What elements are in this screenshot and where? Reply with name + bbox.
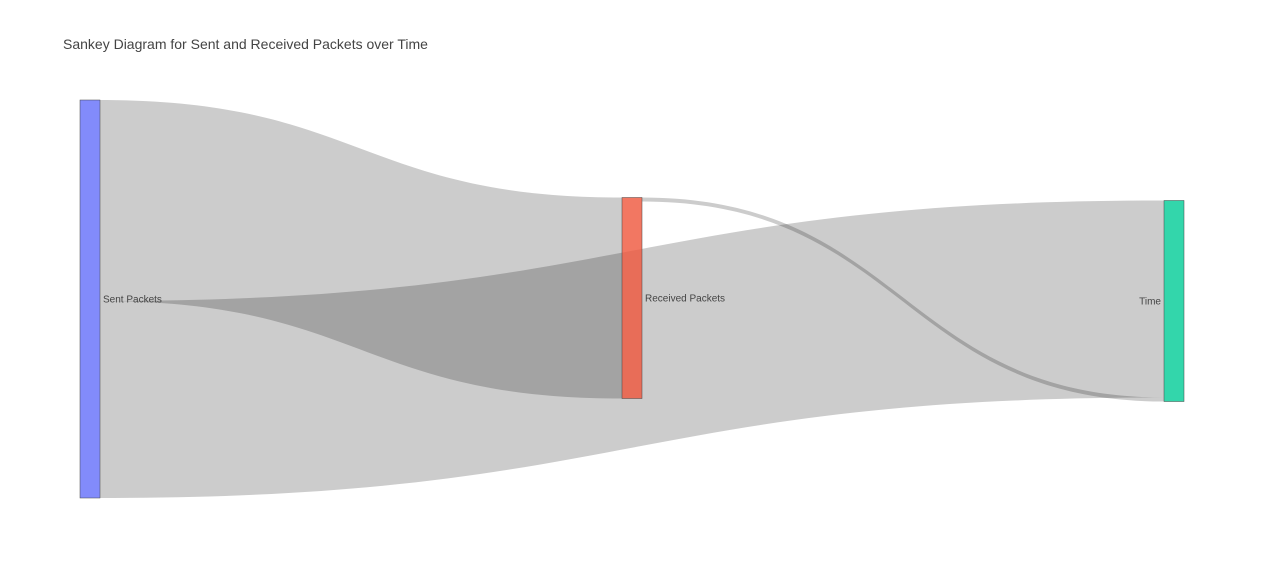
chart-title: Sankey Diagram for Sent and Received Pac…: [63, 36, 428, 52]
sankey-node-label: Received Packets: [645, 294, 725, 305]
sankey-link-sent-packets-to-received-packets[interactable]: [100, 100, 622, 399]
sankey-node-received-packets[interactable]: [621, 197, 643, 399]
sankey-node-sent-packets[interactable]: [79, 99, 101, 499]
sankey-node-label: Time: [1139, 297, 1161, 308]
label-group: Sent Packets Received Packets Time: [103, 294, 1161, 308]
sankey-link-received-packets-to-time[interactable]: [642, 197, 1164, 402]
node-group: [79, 99, 1185, 499]
sankey-node-label: Sent Packets: [103, 295, 162, 306]
sankey-node-time[interactable]: [1163, 200, 1185, 402]
